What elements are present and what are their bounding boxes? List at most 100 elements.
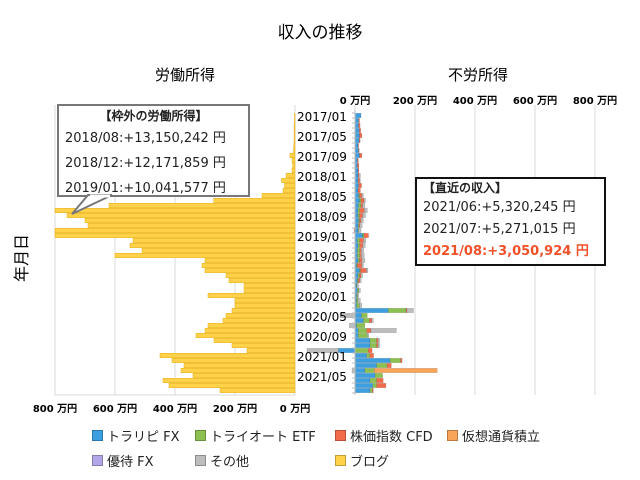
stacked-bar-segment [359,273,362,278]
blog-bar [282,188,296,193]
stacked-bar-segment [369,318,372,323]
left-callout-line: 2018/12:+12,171,859 円 [65,156,226,171]
stacked-bar-segment [356,323,366,328]
stacked-bar-segment [361,253,365,258]
stacked-bar-segment [370,328,397,333]
left-x-tick-label: 200 万円 [213,403,257,415]
stacked-bar-segment [359,303,363,308]
right-x-tick-label: 600 万円 [513,95,557,107]
stacked-bar-segment [359,133,363,138]
stacked-bar-segment [354,388,371,393]
category-tick-label: 2019/01 [297,230,347,244]
stacked-bar-segment [357,188,361,193]
blog-bar [261,193,296,198]
blog-bar [213,338,296,343]
legend-item: トラリピ FX [92,426,180,445]
chart-title: 収入の推移 [278,23,363,43]
legend-label: トライオート ETF [210,430,316,445]
stacked-bar-segment [354,373,376,378]
stacked-bar-segment [366,268,369,273]
blog-bar [225,313,296,318]
stacked-bar-segment [354,138,360,143]
stacked-bar-segment [406,308,414,313]
stacked-bar-segment [354,338,371,343]
stacked-bar-segment [374,373,383,378]
blog-bar [54,208,296,213]
stacked-bar-segment [377,343,380,348]
stacked-bar-segment [360,203,363,208]
stacked-bar-segment [359,213,363,218]
stacked-bar-segment [357,243,360,248]
left-x-tick-label: 800 万円 [33,403,77,415]
right-callout: 【直近の収入】 2021/06:+5,320,245 円 2021/07:+5,… [415,177,606,266]
left-callout-line: 2019/01:+10,041,577 円 [65,181,226,196]
stacked-bar-segment [354,268,360,273]
stacked-bar-segment [357,273,360,278]
legend-label: ブログ [350,455,390,470]
stacked-bar-segment [363,233,369,238]
stacked-bar-segment [358,288,361,293]
stacked-bar-segment [358,203,362,208]
legend-label: 株価指数 CFD [350,430,433,445]
stacked-bar-segment [360,198,365,203]
stacked-bar-segment [354,193,359,198]
category-tick-label: 2018/09 [297,210,347,224]
stacked-bar-segment [363,198,366,203]
blog-bar [204,258,296,263]
stacked-bar-segment [359,138,361,143]
stacked-bar-segment [376,378,384,383]
stacked-bar-segment [361,258,366,263]
legend-swatch [92,455,103,466]
blog-bar [168,383,296,388]
stacked-bar-segment [359,178,361,183]
blog-bar [284,183,296,188]
stacked-bar-segment [354,318,364,323]
left-x-tick-label: 400 万円 [153,403,197,415]
blog-bar [162,378,296,383]
stacked-bar-segment [357,158,359,163]
stacked-bar-segment [364,368,375,373]
stacked-bar-segment [358,148,360,153]
stacked-bar-segment [357,288,360,293]
stacked-bar-segment [358,328,367,333]
stacked-bar-segment [360,218,364,223]
category-tick-label: 2019/05 [297,250,347,264]
blog-bar [219,388,296,393]
blog-bar [228,278,296,283]
stacked-bar-segment [354,348,369,353]
category-tick-label: 2017/05 [297,130,347,144]
stacked-bar-segment [362,233,365,238]
blog-bar [114,253,296,258]
stacked-bar-segment [362,243,366,248]
stacked-bar-segment [354,113,362,118]
blog-bar [231,343,296,348]
left-callout-line: 2018/08:+13,150,242 円 [65,131,226,146]
stacked-bar-segment [359,258,363,263]
category-tick-label: 2021/01 [297,350,347,364]
stacked-bar-segment [361,193,364,198]
blog-bar [159,353,296,358]
right-chart-title: 不労所得 [448,66,508,84]
category-tick-label: 2017/09 [297,150,347,164]
stacked-bar-segment [354,118,359,123]
blog-bar [294,118,296,123]
blog-bar [195,333,296,338]
stacked-bar-segment [361,263,364,268]
category-tick-label: 2020/01 [297,290,347,304]
stacked-bar-segment [354,183,359,188]
left-chart-title: 労働所得 [155,66,215,84]
legend-swatch [195,455,206,466]
stacked-bar-segment [359,253,362,258]
category-tick-label: 2019/09 [297,270,347,284]
blog-bar [281,178,296,183]
blog-bar [54,228,296,233]
blog-bar [183,363,296,368]
y-axis-title: 年月日 [12,234,31,282]
left-callout-title: 【枠外の労働所得】 [99,109,208,123]
stacked-bar-segment [306,348,339,353]
blog-bar [243,283,296,288]
blog-bar [141,248,296,253]
stacked-bar-segment [376,383,387,388]
stacked-bar-segment [369,353,374,358]
blog-bar [66,213,296,218]
